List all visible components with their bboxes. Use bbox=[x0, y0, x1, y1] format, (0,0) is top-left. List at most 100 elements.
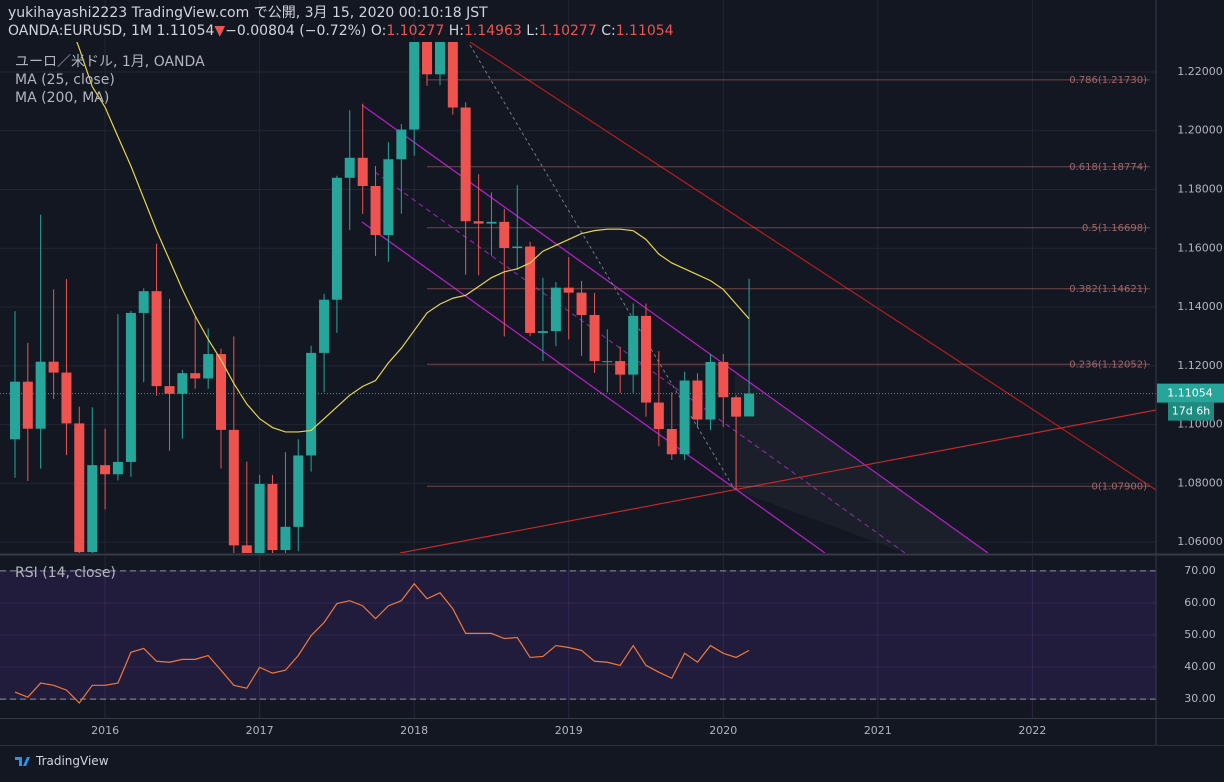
last-price-box bbox=[1157, 383, 1224, 403]
change: −0.00804 (−0.72%) bbox=[225, 23, 367, 39]
ohlc-value: 1.14963 bbox=[463, 23, 522, 39]
candle-body bbox=[293, 455, 304, 527]
ohlc-value: 1.10277 bbox=[538, 23, 597, 39]
candle-body bbox=[589, 314, 600, 362]
candle-body bbox=[280, 526, 291, 551]
candle-body bbox=[319, 299, 330, 353]
countdown-box bbox=[1168, 402, 1214, 421]
x-tick-label: 2016 bbox=[91, 724, 119, 737]
candle-body bbox=[267, 483, 278, 551]
ohlc-value: 1.10277 bbox=[386, 23, 445, 39]
candle-body bbox=[383, 159, 394, 236]
countdown-label: 17d 6h bbox=[1172, 405, 1210, 418]
candle-body bbox=[434, 42, 445, 75]
price-pane: 0.786(1.21730) 0.618(1.18774) 0.5(1.16698)… bbox=[0, 42, 1156, 553]
x-tick-label: 2021 bbox=[864, 724, 892, 737]
fib-label: 0.236(1.12052) bbox=[1069, 359, 1147, 370]
candle-body bbox=[203, 354, 214, 379]
candle-body bbox=[74, 423, 85, 553]
fib-label: 0.382(1.14621) bbox=[1069, 284, 1147, 295]
fib-label: 0.618(1.18774) bbox=[1069, 162, 1147, 173]
y-tick-label: 1.10000 bbox=[1177, 418, 1223, 431]
rsi-band bbox=[0, 570, 1156, 700]
candle-body bbox=[731, 397, 742, 417]
candle-body bbox=[628, 315, 639, 375]
rsi-pane bbox=[0, 570, 1156, 704]
candle-body bbox=[460, 107, 471, 222]
candle-body bbox=[61, 372, 72, 424]
quote-line: OANDA:EURUSD, 1M 1.11054▼−0.00804 (−0.72… bbox=[8, 22, 674, 40]
candle-body bbox=[228, 429, 239, 546]
x-tick-label: 2017 bbox=[246, 724, 274, 737]
candle-body bbox=[705, 361, 716, 420]
candle-body bbox=[306, 352, 317, 456]
legend-ma25: MA (25, close) bbox=[15, 72, 115, 88]
ohlc: O:1.10277 H:1.14963 L:1.10277 C:1.11054 bbox=[371, 23, 674, 39]
candle-body bbox=[151, 291, 162, 387]
y-tick-label: 1.14000 bbox=[1177, 300, 1223, 313]
candle-body bbox=[331, 177, 342, 300]
trend-down bbox=[469, 42, 1156, 491]
rsi-title: RSI (14, close) bbox=[15, 565, 116, 581]
trend-up bbox=[399, 409, 1156, 553]
y-tick-label: 1.06000 bbox=[1177, 535, 1223, 548]
candle-body bbox=[615, 361, 626, 375]
candle-body bbox=[653, 402, 664, 429]
candle-body bbox=[499, 221, 510, 248]
candle-body bbox=[512, 246, 523, 248]
candle-body bbox=[112, 461, 123, 475]
candle-body bbox=[125, 312, 136, 462]
y-tick-label: 1.22000 bbox=[1177, 65, 1223, 78]
symbol: OANDA:EURUSD, 1M bbox=[8, 23, 153, 39]
candle-body bbox=[563, 287, 574, 293]
candle-body bbox=[447, 42, 458, 108]
legend-ma200: MA (200, MA) bbox=[15, 90, 110, 106]
y-tick-label: 1.18000 bbox=[1177, 183, 1223, 196]
x-tick-label: 2022 bbox=[1018, 724, 1046, 737]
candle-body bbox=[666, 428, 677, 455]
candle-body bbox=[87, 465, 98, 553]
candle-body bbox=[370, 185, 381, 236]
candle-body bbox=[254, 483, 265, 553]
y-tick-label: 1.12000 bbox=[1177, 359, 1223, 372]
candle-body bbox=[344, 157, 355, 178]
rsi-tick-label: 50.00 bbox=[1184, 628, 1216, 641]
rsi-tick-label: 60.00 bbox=[1184, 596, 1216, 609]
fib-label: 0.5(1.16698) bbox=[1082, 223, 1147, 234]
candle-body bbox=[525, 246, 536, 333]
rsi-tick-label: 40.00 bbox=[1184, 660, 1216, 673]
candle-body bbox=[138, 291, 149, 313]
candle-body bbox=[550, 287, 561, 332]
x-tick-label: 2019 bbox=[555, 724, 583, 737]
y-tick-label: 1.20000 bbox=[1177, 124, 1223, 137]
ma-line bbox=[76, 42, 750, 433]
candle-body bbox=[164, 386, 175, 394]
ohlc-label: H: bbox=[448, 23, 464, 39]
candle-body bbox=[9, 381, 20, 440]
published: yukihayashi2223 TradingView.com で公開, 3月 … bbox=[8, 5, 488, 21]
candle-body bbox=[22, 381, 33, 429]
rsi-tick-label: 70.00 bbox=[1184, 564, 1216, 577]
trend-dotted bbox=[469, 44, 736, 491]
ohlc-label: L: bbox=[526, 23, 539, 39]
candle-body bbox=[537, 331, 548, 333]
candle-body bbox=[241, 545, 252, 553]
candle-body bbox=[679, 380, 690, 455]
candle-body bbox=[396, 129, 407, 160]
last: 1.11054 bbox=[156, 23, 215, 39]
y-tick-label: 1.08000 bbox=[1177, 476, 1223, 489]
y-tick-label: 1.16000 bbox=[1177, 241, 1223, 254]
ohlc-value: 1.11054 bbox=[615, 23, 674, 39]
candle-body bbox=[35, 361, 46, 429]
candle-body bbox=[718, 361, 729, 398]
candle-body bbox=[692, 380, 703, 420]
fib-label: 0.786(1.21730) bbox=[1069, 75, 1147, 86]
candle-body bbox=[422, 42, 433, 75]
candle-body bbox=[177, 373, 188, 394]
down-arrow: ▼ bbox=[214, 23, 226, 39]
candle-body bbox=[641, 315, 651, 403]
candle-body bbox=[216, 354, 226, 430]
candle-body bbox=[744, 393, 755, 417]
